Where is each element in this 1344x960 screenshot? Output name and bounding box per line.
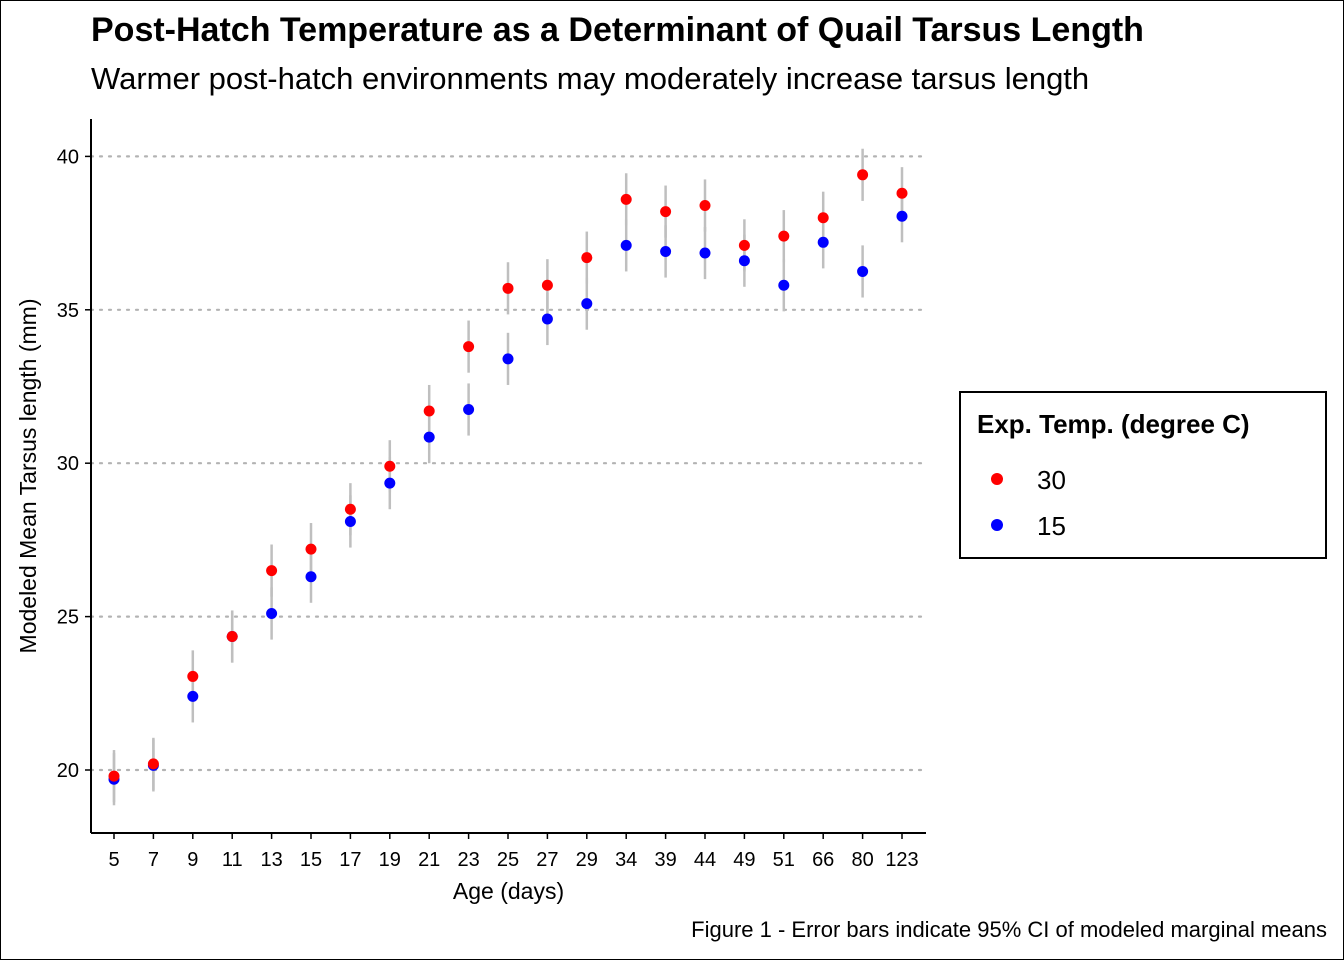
data-point-30-5 [108,770,120,782]
tick-label-y-25: 25 [57,607,79,629]
data-point-30-7 [147,758,159,770]
data-point-30-51 [778,230,790,242]
tick-label-x-17: 17 [339,849,361,871]
data-point-30-25 [502,282,514,294]
data-point-15-27 [541,313,553,325]
tick-label-y-40: 40 [57,146,79,168]
chart-subtitle: Warmer post-hatch environments may moder… [91,61,1090,96]
data-point-30-27 [541,279,553,291]
data-point-15-25 [502,353,514,365]
data-point-15-49 [738,255,750,267]
data-point-30-29 [581,252,593,264]
data-point-30-17 [344,503,356,515]
data-point-30-66 [817,212,829,224]
tick-label-x-29: 29 [576,849,598,871]
tick-label-y-35: 35 [57,300,79,322]
chart-title: Post-Hatch Temperature as a Determinant … [91,11,1144,49]
data-point-15-17 [344,515,356,527]
tick-label-x-66: 66 [812,849,834,871]
data-point-15-44 [699,247,711,259]
figure-caption: Figure 1 - Error bars indicate 95% CI of… [691,917,1327,942]
tick-label-x-34: 34 [615,849,637,871]
legend-title: Exp. Temp. (degree C) [977,409,1250,439]
data-point-15-66 [817,236,829,248]
data-point-30-21 [423,405,435,417]
tick-label-x-25: 25 [497,849,519,871]
data-point-30-34 [620,193,632,205]
tick-label-x-19: 19 [379,849,401,871]
data-point-15-123 [896,210,908,222]
x-axis-label: Age (days) [453,878,564,904]
tick-label-x-15: 15 [300,849,322,871]
data-point-30-39 [660,206,672,218]
tick-label-x-123: 123 [885,849,918,871]
tick-label-x-7: 7 [148,849,159,871]
data-point-30-11 [226,631,238,643]
data-point-15-9 [187,690,199,702]
tick-label-x-39: 39 [654,849,676,871]
data-point-15-23 [463,404,475,416]
tick-label-x-23: 23 [457,849,479,871]
tick-label-x-49: 49 [733,849,755,871]
tick-label-x-13: 13 [260,849,282,871]
data-point-15-13 [266,608,278,620]
data-point-15-39 [660,246,672,258]
data-point-30-23 [463,341,475,353]
tick-label-x-11: 11 [222,849,243,871]
legend-label-15: 15 [1037,511,1066,541]
tick-label-y-20: 20 [57,760,79,782]
tick-label-x-44: 44 [694,849,716,871]
data-point-15-15 [305,571,317,583]
data-point-15-21 [423,431,435,443]
tick-label-x-27: 27 [536,849,558,871]
tick-label-x-51: 51 [773,849,795,871]
legend-marker-30 [991,473,1003,485]
tick-label-x-9: 9 [187,849,198,871]
legend: Exp. Temp. (degree C) 30 15 [959,391,1327,559]
data-point-30-19 [384,460,396,472]
data-point-30-9 [187,670,199,682]
data-point-15-80 [857,265,869,277]
data-point-30-13 [266,565,278,577]
data-point-15-19 [384,477,396,489]
data-point-15-34 [620,239,632,251]
legend-label-30: 30 [1037,465,1066,495]
data-point-15-51 [778,279,790,291]
y-axis-label: Modeled Mean Tarsus length (mm) [15,299,41,654]
legend-marker-15 [991,519,1003,531]
tick-label-x-21: 21 [418,849,440,871]
data-point-30-44 [699,199,711,211]
data-point-30-49 [738,239,750,251]
data-point-30-15 [305,543,317,555]
data-point-30-123 [896,187,908,199]
data-point-15-29 [581,298,593,310]
data-point-30-80 [857,169,869,181]
tick-label-x-5: 5 [108,849,119,871]
tick-label-x-80: 80 [851,849,873,871]
tick-label-y-30: 30 [57,453,79,475]
